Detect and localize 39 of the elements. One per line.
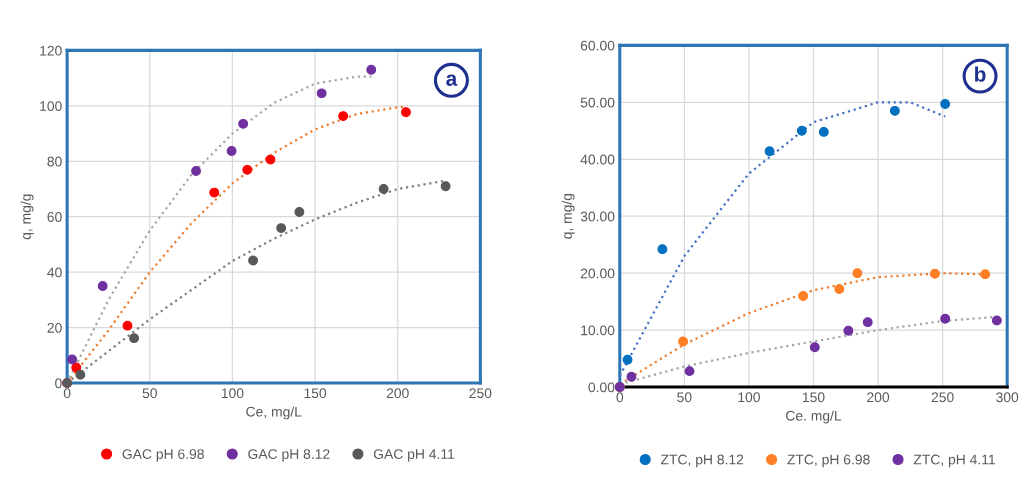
- x-tick-label: 200: [867, 392, 890, 403]
- y-tick-label: 60.00: [580, 40, 615, 51]
- x-tick-label: 250: [469, 388, 492, 399]
- x-tick-label: 0: [63, 388, 71, 399]
- legend-label: GAC pH 6.98: [122, 449, 204, 462]
- x-tick-label: 50: [677, 392, 692, 403]
- y-tick-label: 40: [47, 267, 62, 278]
- y-axis-title: q, mg/g: [20, 194, 34, 240]
- x-tick-label: 100: [221, 388, 244, 399]
- y-tick-label: 100: [40, 101, 62, 112]
- x-tick-label: 50: [142, 388, 157, 399]
- legend-label: GAC pH 8.12: [248, 449, 330, 462]
- y-axis-title: q, mg/g: [561, 193, 575, 239]
- x-tick-label: 150: [304, 388, 327, 399]
- y-tick-label: 120: [40, 45, 62, 56]
- x-tick-label: 300: [996, 392, 1019, 403]
- y-tick-label: 10.00: [581, 325, 615, 336]
- y-tick-label: 30.00: [580, 211, 615, 222]
- y-tick-label: 60: [47, 212, 62, 222]
- x-tick-label: 150: [802, 392, 825, 403]
- y-tick-label: 20: [47, 322, 62, 333]
- legend-label: ZTC, pH 4.11: [913, 454, 995, 468]
- annotation: a: [446, 74, 458, 86]
- legend-label: ZTC, pH 8.12: [660, 454, 744, 468]
- y-tick-label: 50.00: [580, 97, 615, 108]
- x-axis-title: Ce, mg/L: [246, 406, 302, 420]
- legend-label: ZTC, pH 6.98: [787, 454, 870, 468]
- y-tick-label: 20.00: [580, 268, 615, 279]
- y-tick-label: 40.00: [580, 154, 615, 165]
- x-tick-label: 200: [386, 388, 409, 399]
- x-tick-label: 250: [931, 392, 954, 403]
- y-tick-label: 0: [55, 378, 62, 389]
- annotation: b: [975, 66, 986, 82]
- y-tick-label: 80: [47, 156, 62, 167]
- legend-label: GAC pH 4.11: [373, 449, 455, 462]
- x-tick-label: 100: [738, 392, 760, 403]
- x-axis-title: Ce. mg/L: [786, 410, 842, 424]
- x-tick-label: 0: [616, 392, 624, 403]
- y-tick-label: 0.00: [588, 382, 615, 393]
